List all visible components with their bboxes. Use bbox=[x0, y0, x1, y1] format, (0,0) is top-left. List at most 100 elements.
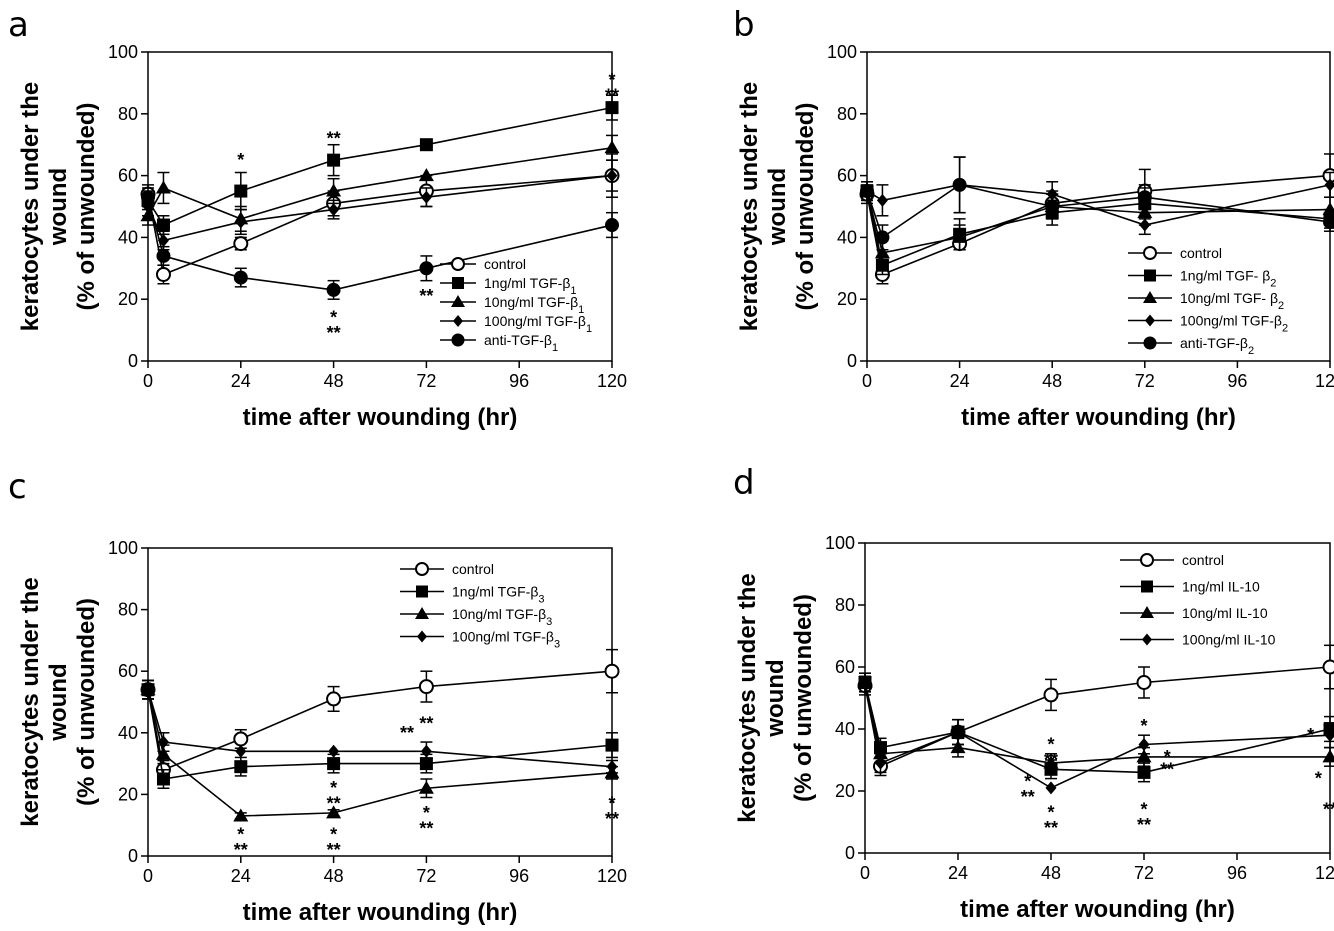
significance-marker: ** bbox=[1160, 759, 1174, 779]
legend-marker bbox=[1145, 314, 1155, 327]
x-tick-label: 0 bbox=[143, 866, 153, 886]
y-axis-title: keratocytes under the bbox=[17, 577, 44, 826]
y-tick-label: 0 bbox=[128, 846, 138, 866]
significance-marker: * bbox=[1315, 769, 1322, 789]
data-point bbox=[420, 744, 432, 758]
data-point bbox=[1136, 749, 1152, 763]
data-point bbox=[235, 215, 247, 229]
data-point bbox=[605, 218, 619, 233]
y-axis-title: keratocytes under the bbox=[734, 573, 761, 822]
series-0 bbox=[140, 648, 620, 780]
data-point bbox=[604, 663, 620, 679]
legend-label: 10ng/ml IL-10 bbox=[1182, 605, 1268, 621]
data-point bbox=[155, 180, 171, 194]
legend: control 1ng/ml IL-10 10ng/ml IL-10 100ng/ml… bbox=[1120, 552, 1276, 648]
data-point bbox=[606, 760, 618, 774]
series-1 bbox=[141, 679, 619, 789]
series-2 bbox=[859, 181, 1334, 266]
series-line bbox=[866, 174, 1331, 276]
data-point bbox=[157, 735, 169, 749]
data-point bbox=[328, 744, 340, 758]
legend-marker bbox=[415, 607, 429, 619]
chart-panel-b: b 0 20 40 60 80 100 0 24 48 72 96 120 time after woun… bbox=[733, 5, 1334, 431]
data-point bbox=[1138, 738, 1150, 751]
plot-frame bbox=[147, 547, 613, 857]
data-point bbox=[1322, 749, 1334, 763]
significance-marker: ** bbox=[419, 818, 433, 838]
x-tick-label: 24 bbox=[231, 371, 251, 391]
x-axis-title: time after wounding (hr) bbox=[243, 404, 518, 431]
significance-marker: * bbox=[330, 778, 337, 798]
data-point bbox=[950, 740, 966, 754]
data-point bbox=[1043, 755, 1059, 769]
x-tick-label: 120 bbox=[1315, 863, 1334, 883]
x-tick-label: 120 bbox=[597, 371, 627, 391]
series-3 bbox=[142, 679, 618, 774]
significance-marker: * bbox=[330, 824, 337, 844]
data-point bbox=[859, 676, 871, 689]
data-point bbox=[1322, 659, 1334, 675]
data-point bbox=[156, 248, 171, 263]
x-tick-label: 72 bbox=[1134, 863, 1154, 883]
data-point bbox=[326, 282, 341, 297]
y-tick-label: 80 bbox=[835, 595, 855, 615]
data-point bbox=[952, 725, 964, 739]
data-point bbox=[233, 270, 248, 285]
legend-label: 100ng/ml TGF-β3 bbox=[452, 629, 560, 651]
significance-marker: * bbox=[1307, 725, 1314, 745]
data-point bbox=[1045, 781, 1057, 795]
legend-label: control bbox=[484, 256, 526, 272]
data-point bbox=[419, 138, 433, 152]
legend-marker bbox=[452, 277, 464, 289]
data-point bbox=[1324, 178, 1334, 192]
series-line bbox=[866, 184, 1331, 239]
data-point bbox=[1045, 199, 1060, 214]
legend-marker bbox=[1143, 336, 1157, 350]
plot-frame bbox=[864, 542, 1331, 854]
data-point bbox=[873, 746, 888, 760]
legend-marker bbox=[451, 295, 465, 307]
series-0 bbox=[140, 153, 620, 285]
x-tick-label: 96 bbox=[1227, 863, 1247, 883]
y-tick-label: 60 bbox=[837, 166, 857, 186]
data-point bbox=[875, 756, 886, 770]
y-tick-label: 0 bbox=[845, 843, 855, 863]
x-tick-label: 96 bbox=[509, 371, 529, 391]
data-point bbox=[876, 193, 888, 207]
data-point bbox=[326, 183, 342, 197]
legend-marker bbox=[453, 315, 463, 327]
panel-letter: b bbox=[733, 5, 755, 45]
y-axis-title: keratocytes under the bbox=[17, 82, 44, 331]
data-point bbox=[605, 738, 619, 752]
series-line bbox=[864, 682, 1331, 789]
x-tick-label: 48 bbox=[324, 866, 344, 886]
data-point bbox=[875, 230, 890, 245]
chart-panel-a: a 0 20 40 60 80 100 0 24 48 72 96 120 time after woun… bbox=[8, 5, 627, 431]
legend-label: 1ng/ml TGF- β2 bbox=[1180, 268, 1276, 290]
legend-marker bbox=[451, 333, 465, 347]
series-line bbox=[147, 174, 613, 276]
legend-label: anti-TGF-β2 bbox=[1180, 335, 1254, 357]
x-tick-label: 48 bbox=[1042, 371, 1062, 391]
legend-label: anti-TGF-β1 bbox=[484, 332, 558, 354]
legend-label: 100ng/ml TGF-β1 bbox=[484, 313, 592, 335]
series-line bbox=[866, 184, 1331, 226]
significance-marker: ** bbox=[1323, 800, 1334, 820]
legend-marker bbox=[1140, 553, 1154, 567]
legend-marker bbox=[1142, 633, 1152, 646]
y-tick-label: 20 bbox=[837, 289, 857, 309]
legend-label: 10ng/ml TGF- β2 bbox=[1180, 290, 1284, 312]
y-axis-title: (% of unwounded) bbox=[792, 103, 819, 311]
data-point bbox=[419, 261, 434, 276]
x-tick-label: 0 bbox=[143, 371, 153, 391]
x-tick-label: 96 bbox=[1227, 371, 1247, 391]
significance-marker: ** bbox=[327, 129, 341, 149]
legend-label: 1ng/ml TGF-β1 bbox=[484, 275, 577, 297]
series-line bbox=[864, 682, 1331, 774]
significance-marker: ** bbox=[419, 286, 433, 306]
y-tick-label: 40 bbox=[837, 227, 857, 247]
x-axis-title: time after wounding (hr) bbox=[961, 404, 1236, 431]
